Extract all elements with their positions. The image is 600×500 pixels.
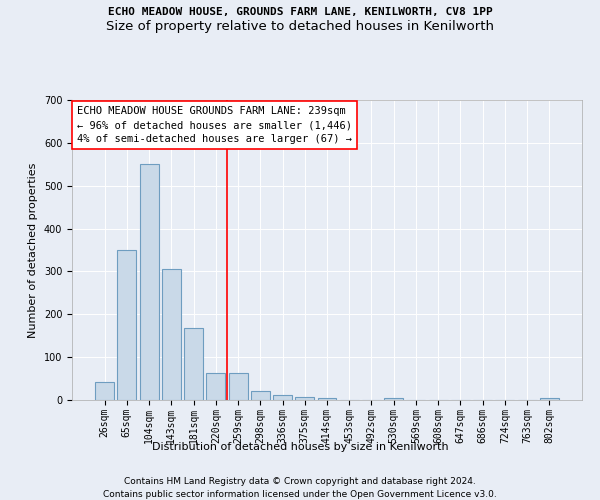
Bar [229,374,248,400]
Bar [384,398,403,400]
Bar [317,398,337,400]
Text: Size of property relative to detached houses in Kenilworth: Size of property relative to detached ho… [106,20,494,33]
Bar [206,374,225,400]
Text: Contains public sector information licensed under the Open Government Licence v3: Contains public sector information licen… [103,490,497,499]
Bar [95,382,114,400]
Bar [162,270,181,400]
Y-axis label: Number of detached properties: Number of detached properties [28,162,38,338]
Text: ECHO MEADOW HOUSE GROUNDS FARM LANE: 239sqm
← 96% of detached houses are smaller: ECHO MEADOW HOUSE GROUNDS FARM LANE: 239… [77,106,352,144]
Bar [295,397,314,400]
Bar [273,395,292,400]
Bar [140,164,158,400]
Bar [540,398,559,400]
Text: Contains HM Land Registry data © Crown copyright and database right 2024.: Contains HM Land Registry data © Crown c… [124,478,476,486]
Bar [184,328,203,400]
Text: ECHO MEADOW HOUSE, GROUNDS FARM LANE, KENILWORTH, CV8 1PP: ECHO MEADOW HOUSE, GROUNDS FARM LANE, KE… [107,8,493,18]
Bar [251,390,270,400]
Bar [118,250,136,400]
Text: Distribution of detached houses by size in Kenilworth: Distribution of detached houses by size … [152,442,448,452]
